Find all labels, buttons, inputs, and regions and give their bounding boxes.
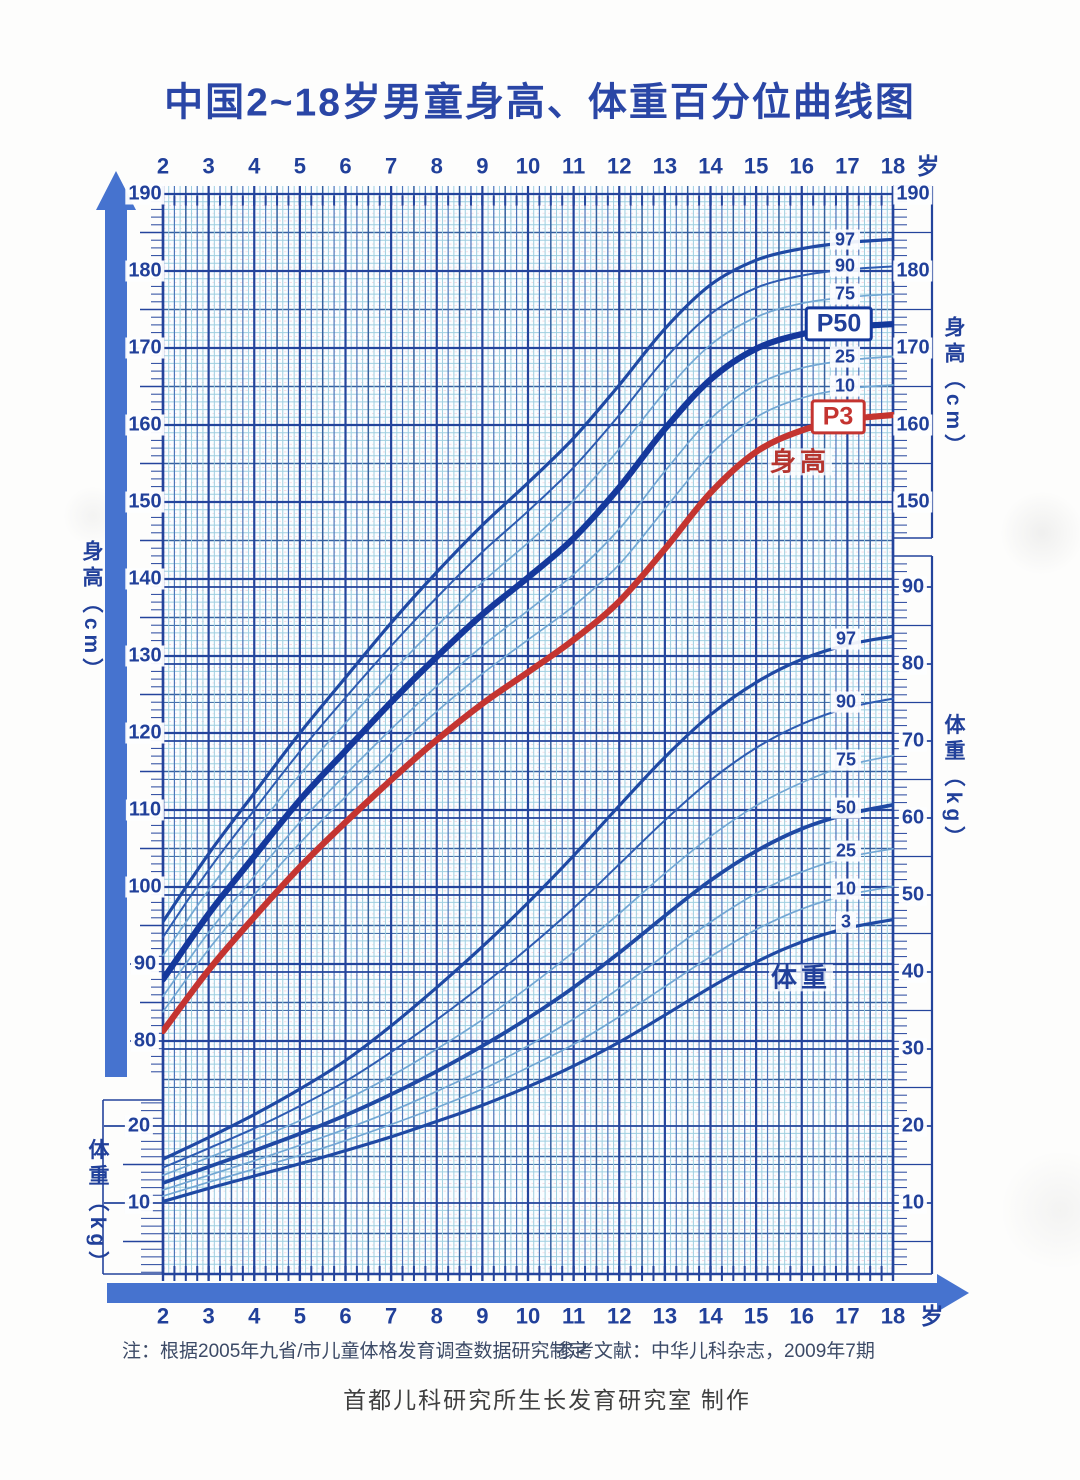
growth-chart-canvas: [96, 171, 969, 1312]
growth-chart-page: 中国2~18岁男童身高、体重百分位曲线图 岁 岁 身高（cm） 体重（kg） 身…: [0, 0, 1080, 1480]
